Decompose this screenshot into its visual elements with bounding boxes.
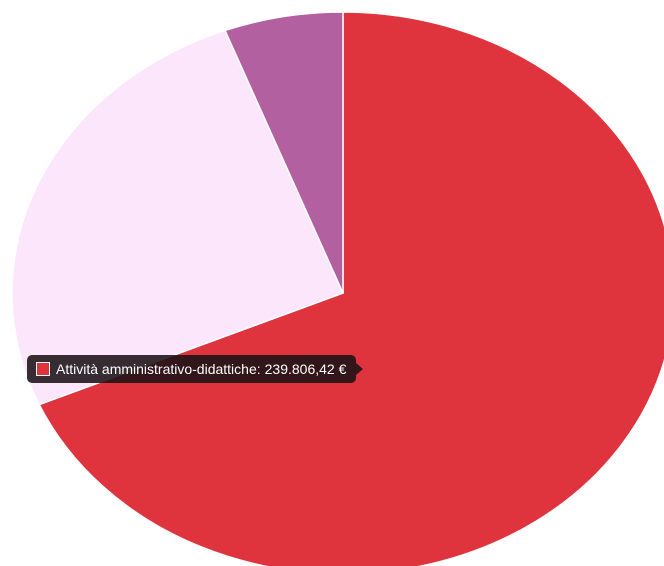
pie-slice-1[interactable] — [38, 11, 664, 566]
pie-slice-3[interactable] — [224, 11, 344, 294]
tooltip-swatch-icon — [36, 362, 50, 376]
pie-slice-2[interactable] — [11, 29, 345, 406]
tooltip-value: 239.806,42 € — [264, 361, 347, 377]
tooltip-label: Attività amministrativo-didattiche: — [56, 361, 261, 377]
chart-tooltip: Attività amministrativo-didattiche: 239.… — [27, 355, 364, 383]
